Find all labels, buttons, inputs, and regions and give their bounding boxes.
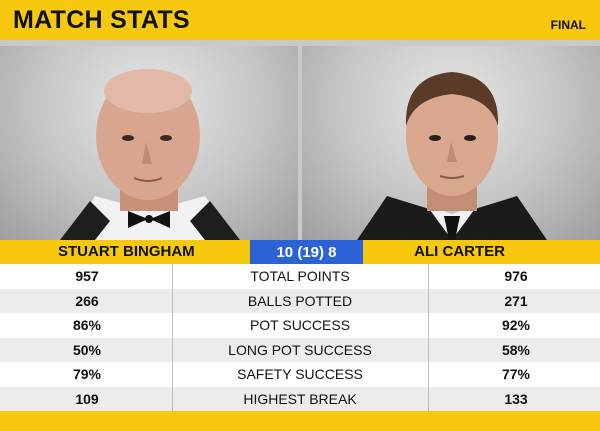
stat-right-value: 133 bbox=[504, 390, 528, 407]
stat-right-value: 77% bbox=[501, 366, 531, 383]
stat-label: TOTAL POINTS bbox=[250, 268, 350, 285]
stat-right-value: 58% bbox=[501, 341, 531, 358]
stats-table: 957 TOTAL POINTS 976 266 BALLS POTTED 27… bbox=[0, 264, 600, 411]
player-photo-right bbox=[302, 46, 600, 240]
player-photos bbox=[0, 40, 600, 240]
stat-left-value: 79% bbox=[72, 366, 102, 383]
player-name-left: STUART BINGHAM bbox=[58, 243, 195, 260]
header-bar: MATCH STATS FINAL bbox=[0, 0, 600, 40]
stat-label: HIGHEST BREAK bbox=[243, 390, 357, 407]
table-row: 86% POT SUCCESS 92% bbox=[0, 313, 600, 338]
stat-label: BALLS POTTED bbox=[247, 292, 353, 309]
stat-label: LONG POT SUCCESS bbox=[228, 341, 372, 358]
column-divider bbox=[428, 264, 429, 411]
match-score: 10 (19) 8 bbox=[250, 240, 363, 264]
table-row: 266 BALLS POTTED 271 bbox=[0, 288, 600, 313]
stat-right-value: 271 bbox=[504, 292, 528, 309]
player-name-right: ALI CARTER bbox=[414, 243, 505, 260]
table-row: 957 TOTAL POINTS 976 bbox=[0, 264, 600, 289]
stat-left-value: 86% bbox=[72, 317, 102, 334]
stage-label: FINAL bbox=[550, 18, 586, 32]
stat-left-value: 50% bbox=[72, 341, 102, 358]
stat-label: POT SUCCESS bbox=[249, 317, 351, 334]
footer-bar bbox=[0, 411, 600, 431]
player-photo-left bbox=[0, 46, 298, 240]
stat-right-value: 976 bbox=[504, 268, 528, 285]
table-row: 109 HIGHEST BREAK 133 bbox=[0, 386, 600, 411]
column-divider bbox=[172, 264, 173, 411]
stat-left-value: 957 bbox=[75, 268, 99, 285]
player-portrait-left-icon bbox=[60, 69, 240, 240]
table-row: 79% SAFETY SUCCESS 77% bbox=[0, 362, 600, 387]
stat-right-value: 92% bbox=[501, 317, 531, 334]
stat-label: SAFETY SUCCESS bbox=[237, 366, 363, 383]
stat-left-value: 266 bbox=[75, 292, 99, 309]
page-title: MATCH STATS bbox=[13, 6, 190, 34]
stat-left-value: 109 bbox=[75, 390, 99, 407]
table-row: 50% LONG POT SUCCESS 58% bbox=[0, 337, 600, 362]
player-portrait-right-icon bbox=[357, 72, 547, 240]
